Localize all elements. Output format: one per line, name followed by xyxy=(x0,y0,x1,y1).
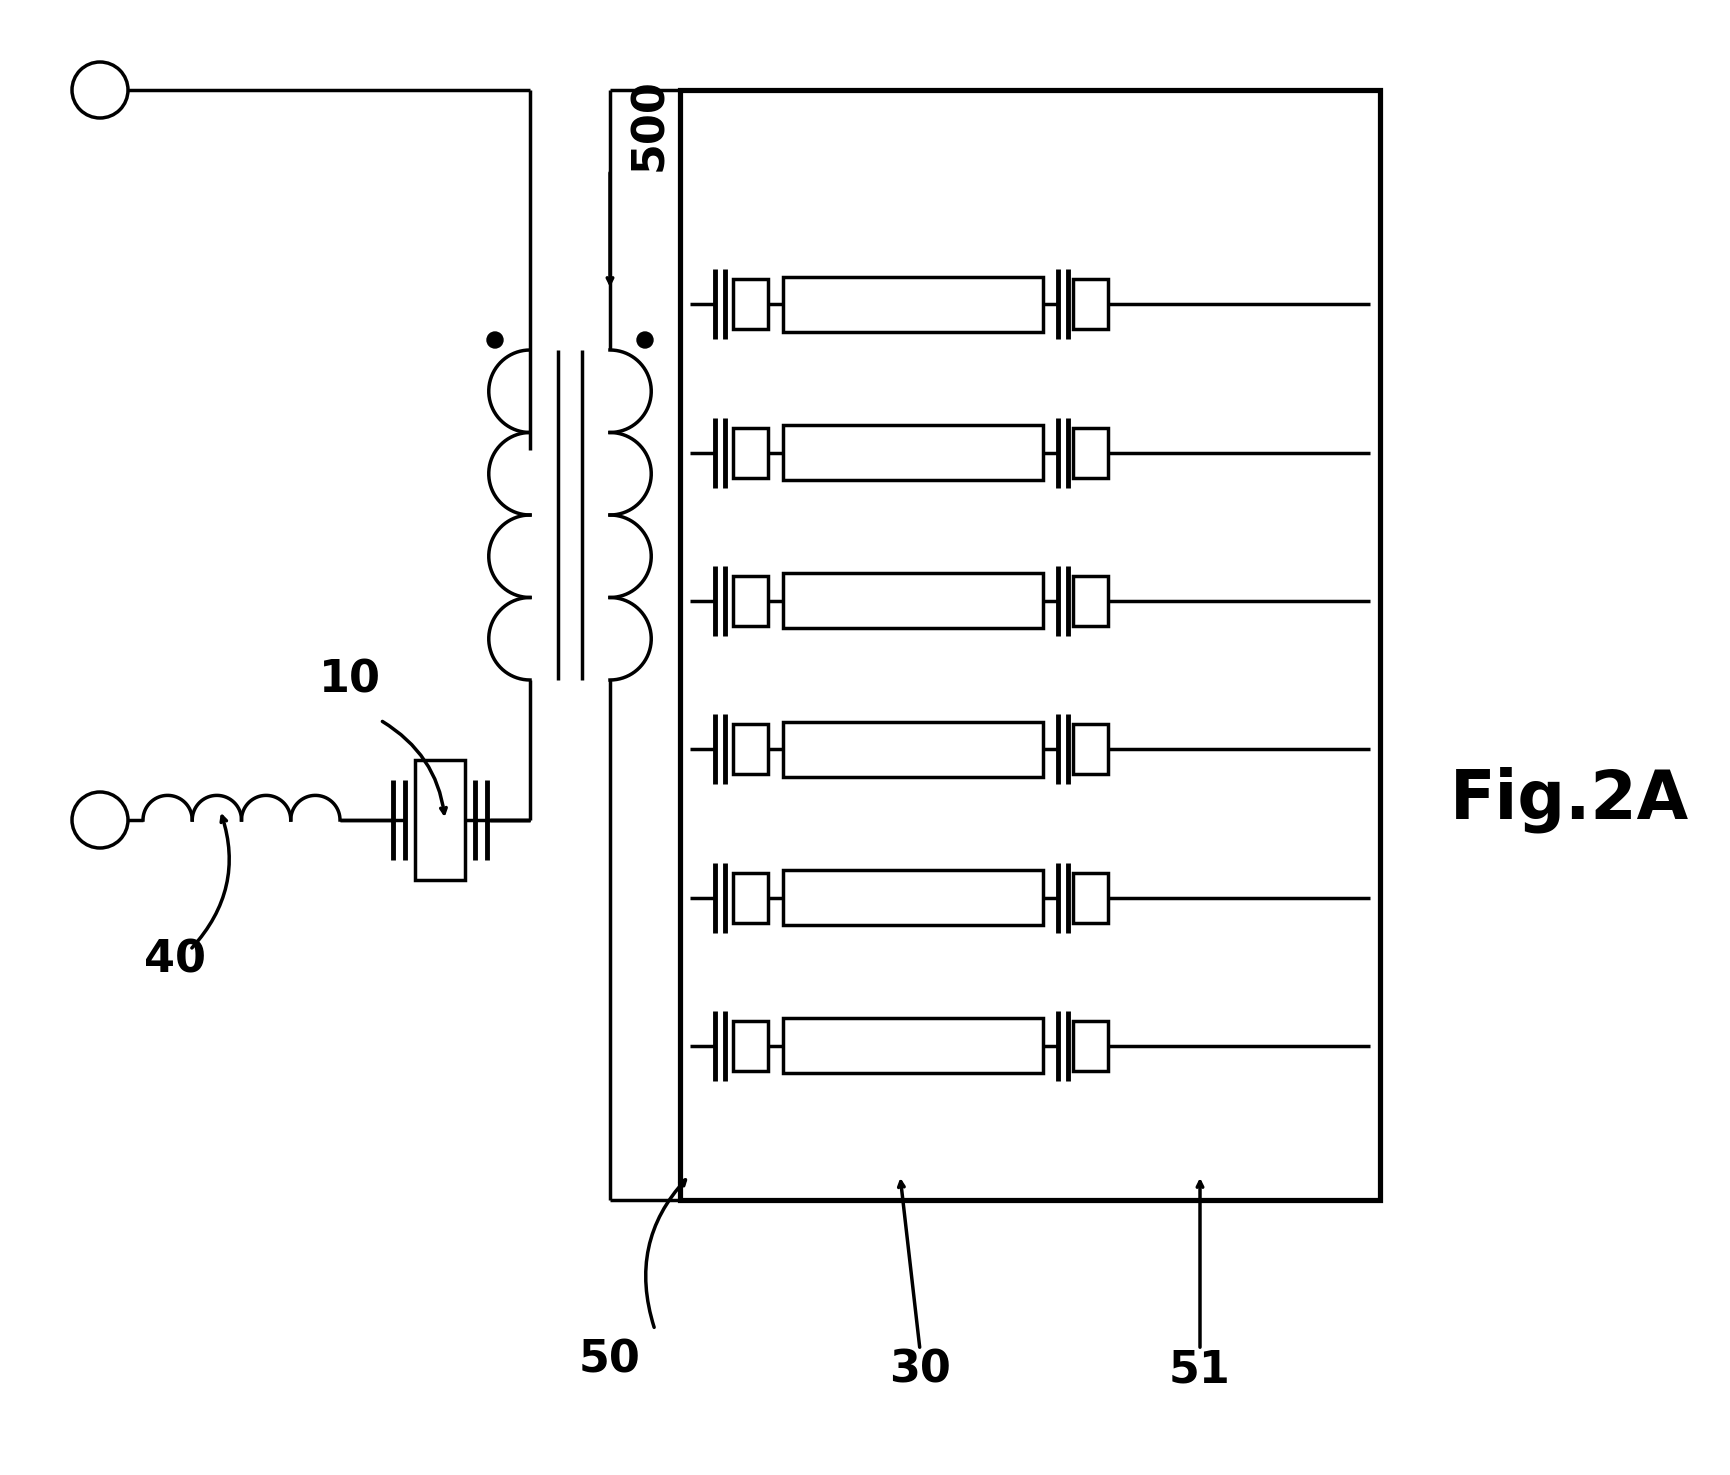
Bar xyxy=(1073,428,1107,478)
Bar xyxy=(1073,1021,1107,1071)
Bar xyxy=(734,1021,768,1071)
Text: Fig.2A: Fig.2A xyxy=(1450,767,1690,833)
Bar xyxy=(415,760,465,881)
Text: 10: 10 xyxy=(318,658,381,702)
Bar xyxy=(1073,575,1107,625)
Bar xyxy=(784,1018,1043,1074)
Bar xyxy=(734,724,768,774)
Bar xyxy=(784,721,1043,777)
Bar xyxy=(734,575,768,625)
Bar xyxy=(1073,873,1107,922)
Bar xyxy=(1073,724,1107,774)
Bar xyxy=(784,277,1043,332)
Text: 40: 40 xyxy=(144,938,206,981)
Text: 50: 50 xyxy=(580,1338,640,1382)
Circle shape xyxy=(637,332,652,348)
Bar xyxy=(1073,279,1107,329)
Text: 51: 51 xyxy=(1169,1348,1232,1391)
Bar xyxy=(784,425,1043,479)
Text: 30: 30 xyxy=(889,1348,952,1391)
Bar xyxy=(734,428,768,478)
Bar xyxy=(680,90,1381,1201)
Text: 500: 500 xyxy=(628,78,671,171)
Circle shape xyxy=(488,332,503,348)
Bar xyxy=(784,574,1043,628)
Bar xyxy=(734,279,768,329)
Bar xyxy=(784,870,1043,925)
Bar xyxy=(734,873,768,922)
